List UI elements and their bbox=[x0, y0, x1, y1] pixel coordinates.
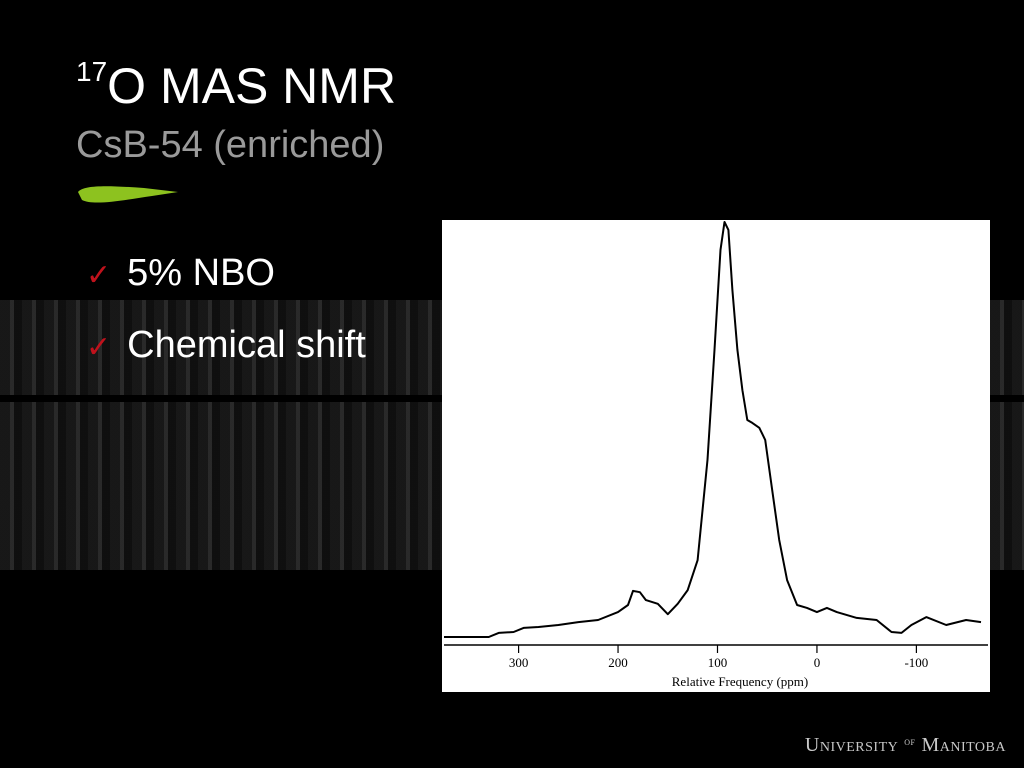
x-tick-label: 300 bbox=[509, 655, 529, 670]
slide-subtitle: CsB-54 (enriched) bbox=[76, 124, 385, 166]
x-tick-label: 200 bbox=[608, 655, 628, 670]
bullet: ✓ 5% NBO bbox=[86, 252, 275, 294]
bullet: ✓ Chemical shift bbox=[86, 324, 366, 366]
brush-stroke bbox=[78, 186, 178, 203]
x-tick-label: -100 bbox=[904, 655, 928, 670]
slide-title: 17O MAS NMR bbox=[76, 56, 397, 114]
chart: Relative Frequency (ppm) 300 200 100 0 -100 bbox=[442, 220, 990, 692]
x-tick-label: 0 bbox=[814, 655, 821, 670]
footer-logo: University of Manitoba bbox=[804, 734, 1006, 756]
chart-background bbox=[442, 220, 990, 692]
spectrum-line bbox=[444, 221, 982, 638]
x-axis-label: Relative Frequency (ppm) bbox=[672, 674, 808, 689]
x-tick-label: 100 bbox=[708, 655, 728, 670]
